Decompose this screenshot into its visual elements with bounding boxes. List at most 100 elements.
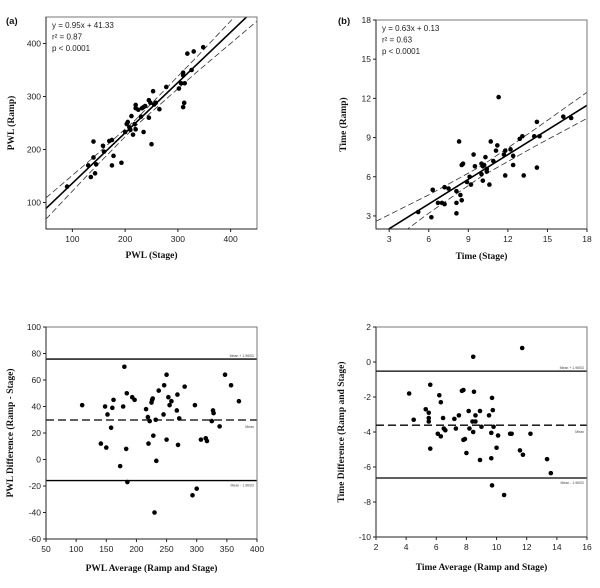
data-point	[442, 184, 447, 190]
data-point	[105, 412, 110, 417]
regression-line	[46, 17, 248, 209]
data-point	[142, 103, 148, 109]
y-tick-label: 6	[366, 172, 371, 182]
panel-label: (a)	[6, 16, 18, 27]
y-tick-label: 200	[27, 145, 41, 155]
plot-frame	[375, 326, 588, 538]
y-axis-title: PWL (Ramp)	[6, 96, 17, 151]
data-point	[153, 100, 159, 106]
x-tick-label: 6	[434, 542, 439, 552]
reference-line-label: Mean + 1.96SD	[560, 366, 585, 370]
data-point	[101, 149, 107, 154]
data-point	[502, 173, 508, 178]
data-point	[181, 100, 187, 106]
x-tick-label: 400	[250, 544, 264, 554]
data-point	[477, 457, 483, 463]
data-point	[166, 394, 171, 400]
x-axis-title: Time Average (Ramp and Stage)	[416, 562, 548, 573]
y-tick-label: 3	[366, 211, 371, 221]
y-tick-label: -40	[29, 508, 42, 518]
data-point	[108, 425, 114, 431]
data-point	[489, 395, 495, 401]
data-point	[148, 100, 153, 106]
data-point	[520, 452, 526, 458]
data-point	[488, 139, 494, 144]
data-point	[488, 430, 494, 436]
data-point	[466, 408, 471, 414]
data-point	[180, 73, 186, 78]
data-point	[534, 119, 540, 125]
stats-annotation: y = 0.95x + 41.33	[52, 21, 114, 30]
plot-area	[46, 17, 257, 220]
data-point	[491, 424, 496, 430]
data-point	[85, 163, 91, 168]
data-point	[129, 113, 134, 119]
x-tick-label: 300	[190, 544, 204, 554]
data-point	[153, 417, 159, 423]
data-point	[128, 127, 133, 133]
data-point	[435, 431, 441, 437]
data-point	[123, 446, 129, 452]
y-axis-title: PWL Difference (Ramp - Stage)	[5, 368, 16, 497]
data-point	[406, 391, 412, 396]
data-point	[125, 119, 131, 125]
data-point	[176, 86, 182, 91]
data-point	[167, 402, 172, 408]
chart-panel-0: 100 200 300 400 100 200 300 400 PWL (Stage) PWL (…	[6, 16, 258, 261]
y-axis-title: Time (Ramp)	[338, 97, 349, 151]
y-tick-label: 12	[362, 93, 372, 103]
x-tick-label: 200	[118, 234, 132, 244]
data-point	[236, 398, 242, 404]
data-point	[481, 162, 487, 168]
data-point	[548, 470, 554, 476]
y-tick-label: 100	[27, 322, 41, 332]
regression-line	[387, 104, 587, 229]
data-point	[79, 402, 85, 408]
x-tick-label: 4	[404, 542, 409, 552]
data-point	[480, 178, 486, 183]
plot-area	[376, 91, 587, 229]
y-tick-label: 0	[36, 455, 41, 465]
reference-line-label: Mean	[245, 425, 254, 429]
data-point	[509, 431, 514, 437]
y-axis-title: Time Difference (Ramp and Stage)	[336, 361, 347, 502]
y-tick-label: -20	[29, 481, 42, 491]
x-tick-label: 100	[69, 544, 83, 554]
data-point	[437, 392, 442, 398]
data-point	[560, 114, 566, 119]
data-point	[180, 104, 186, 110]
data-point	[471, 389, 477, 395]
data-point	[190, 492, 195, 498]
data-point	[470, 354, 476, 360]
data-point	[501, 152, 507, 157]
data-point	[467, 174, 472, 180]
x-tick-label: 16	[582, 542, 592, 552]
x-tick-label: 3	[387, 234, 392, 244]
data-point	[98, 441, 104, 446]
data-point	[102, 404, 108, 409]
stats-annotation: r² = 0.87	[52, 33, 83, 42]
data-point	[103, 445, 109, 450]
x-tick-label: 12	[503, 234, 513, 244]
data-point	[146, 115, 152, 120]
data-point	[143, 406, 149, 412]
data-point	[462, 436, 468, 442]
data-point	[200, 44, 206, 50]
data-point	[440, 415, 446, 421]
x-tick-label: 250	[159, 544, 173, 554]
data-point	[119, 160, 124, 166]
data-point	[508, 147, 513, 152]
plot-area	[376, 345, 587, 498]
data-point	[438, 434, 444, 439]
data-point	[122, 129, 128, 135]
chart-panel-3: 2 4 6 8 10 12 14 16 -10 -8 -6 -4 -2 0 2 Time Average (R…	[336, 322, 592, 573]
data-point	[228, 383, 234, 388]
data-point	[490, 407, 496, 413]
x-tick-label: 200	[129, 544, 143, 554]
data-point	[427, 446, 433, 451]
data-point	[464, 179, 470, 185]
data-point	[495, 143, 500, 148]
x-tick-label: 18	[582, 234, 592, 244]
y-tick-label: -6	[363, 462, 371, 472]
